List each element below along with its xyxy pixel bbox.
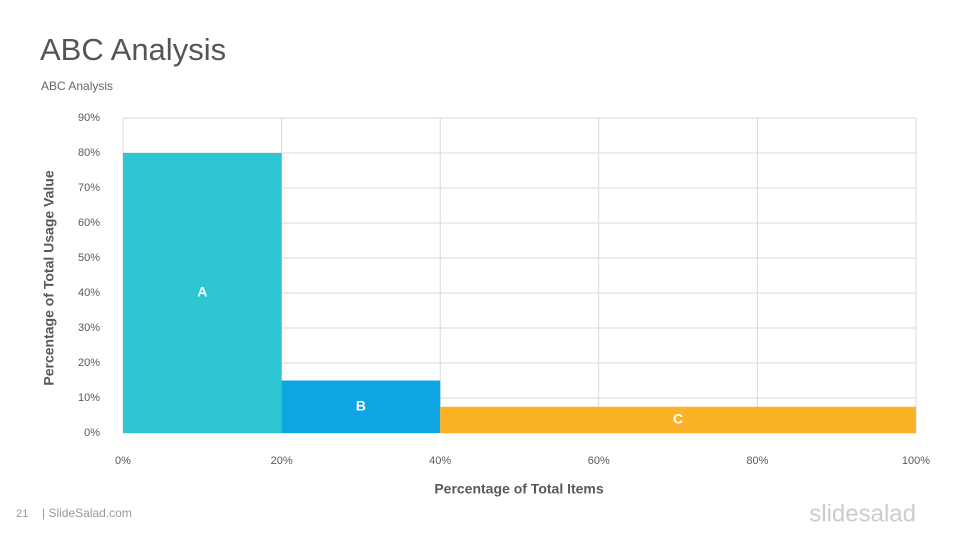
bar xyxy=(281,380,441,433)
y-tick-label: 30% xyxy=(78,322,100,334)
bar xyxy=(440,406,916,433)
bar-label: A xyxy=(197,284,207,300)
x-axis-label: Percentage of Total Items xyxy=(434,481,604,497)
y-axis-label: Percentage of Total Usage Value xyxy=(41,170,57,385)
y-tick-label: 90% xyxy=(78,112,100,124)
x-tick-label: 0% xyxy=(115,455,131,467)
chart-title: ABC Analysis xyxy=(40,32,226,67)
y-tick-label: 20% xyxy=(78,357,100,369)
x-tick-label: 40% xyxy=(429,455,451,467)
y-tick-label: 60% xyxy=(78,217,100,229)
y-tick-label: 10% xyxy=(78,392,100,404)
bar-label: B xyxy=(356,397,366,413)
y-tick-label: 0% xyxy=(84,427,100,439)
bar xyxy=(123,153,282,433)
logo: slidesalad xyxy=(809,500,916,527)
x-tick-label: 100% xyxy=(902,455,930,467)
y-tick-label: 50% xyxy=(78,252,100,264)
x-tick-label: 60% xyxy=(588,455,610,467)
chart-subtitle: ABC Analysis xyxy=(41,79,113,93)
x-tick-label: 80% xyxy=(746,455,768,467)
y-tick-label: 40% xyxy=(78,287,100,299)
page-number: 21 xyxy=(16,508,28,520)
y-tick-label: 70% xyxy=(78,182,100,194)
site-link: | SlideSalad.com xyxy=(42,506,132,520)
x-tick-label: 20% xyxy=(271,455,293,467)
bar-label: C xyxy=(673,411,683,427)
y-tick-label: 80% xyxy=(78,147,100,159)
